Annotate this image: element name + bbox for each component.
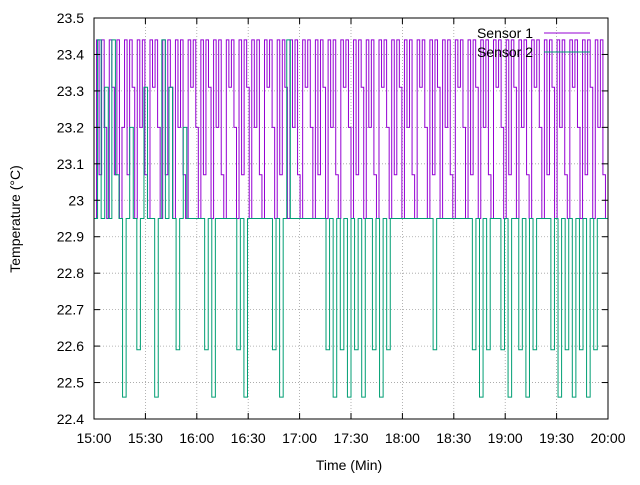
x-axis-label: Time (Min)	[316, 457, 382, 473]
y-tick-label: 22.4	[57, 411, 84, 427]
x-tick-label: 17:00	[282, 430, 317, 446]
x-tick-label: 18:00	[385, 430, 420, 446]
y-tick-label: 22.7	[57, 302, 84, 318]
y-tick-label: 23.2	[57, 119, 84, 135]
y-tick-label: 22.9	[57, 229, 84, 245]
grid-layer	[94, 18, 608, 419]
legend-label: Sensor 1	[477, 25, 533, 41]
legend: Sensor 1 Sensor 2	[477, 25, 590, 60]
y-tick-label: 23.4	[57, 46, 84, 62]
x-tick-label: 20:00	[590, 430, 625, 446]
x-tick-label: 19:00	[488, 430, 523, 446]
axes-layer: 22.4 22.5 22.6 22.7 22.8 22.9 23 23.1 23.2 23.3 23…	[57, 10, 626, 446]
x-tick-label: 16:00	[179, 430, 214, 446]
legend-label: Sensor 2	[477, 44, 533, 60]
y-tick-label: 22.6	[57, 338, 84, 354]
series-line-2	[94, 39, 608, 398]
y-axis-label: Temperature (°C)	[7, 165, 23, 273]
x-tick-label: 18:30	[436, 430, 471, 446]
x-tick-label: 15:30	[128, 430, 163, 446]
series-line-1	[94, 39, 608, 219]
series-layer	[94, 39, 608, 398]
x-tick-label: 19:30	[539, 430, 574, 446]
x-tick-label: 16:30	[231, 430, 266, 446]
y-tick-label: 22.8	[57, 265, 84, 281]
x-tick-label: 15:00	[76, 430, 111, 446]
plot-frame	[93, 17, 609, 420]
y-tick-label: 22.5	[57, 375, 84, 391]
y-tick-label: 23	[68, 192, 84, 208]
y-tick-label: 23.3	[57, 83, 84, 99]
x-tick-label: 17:30	[333, 430, 368, 446]
y-tick-label: 23.5	[57, 10, 84, 26]
y-tick-label: 23.1	[57, 156, 84, 172]
